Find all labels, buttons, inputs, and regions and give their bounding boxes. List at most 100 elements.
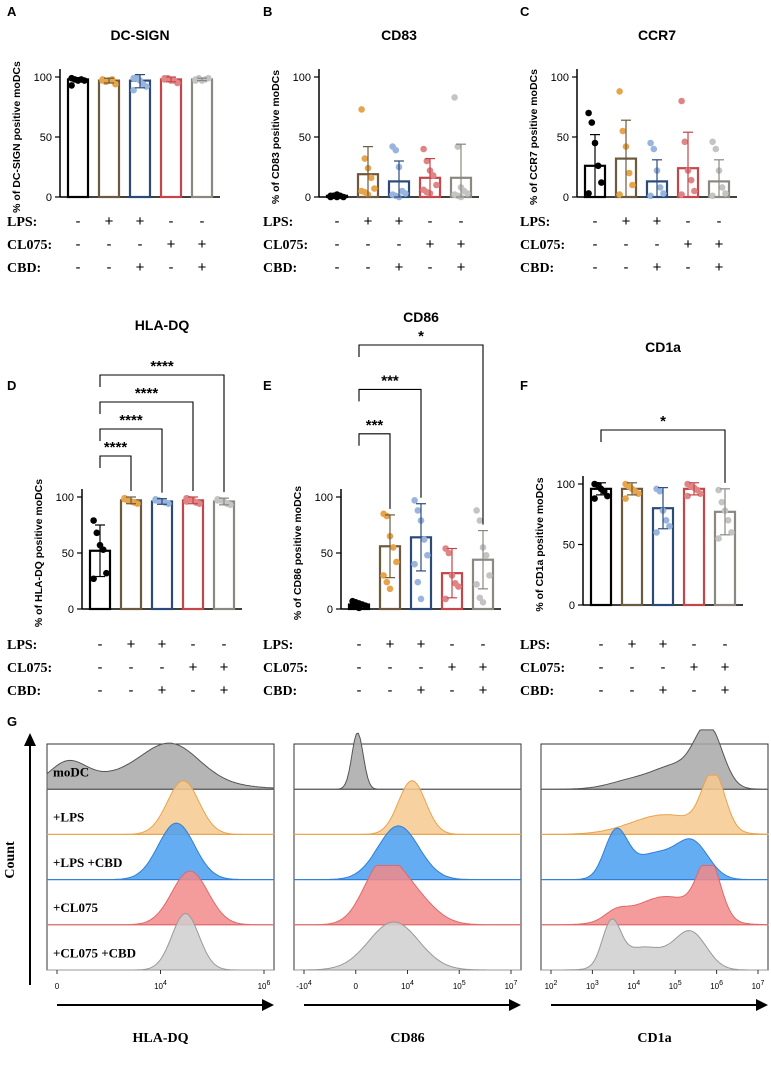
- bar-group-modc: [88, 517, 112, 611]
- row-label: +CL075 +CBD: [53, 945, 136, 960]
- condition-sign: -: [357, 659, 362, 676]
- condition-sign: +: [479, 659, 488, 676]
- data-point: [361, 155, 369, 162]
- data-point: [666, 523, 673, 530]
- bar-group-cl075: [418, 145, 442, 199]
- histogram-cd86: -104 0 104 105 107 CD86: [293, 732, 522, 1046]
- data-point: [588, 119, 596, 126]
- data-point: [433, 181, 440, 189]
- significance-label: ***: [381, 372, 399, 389]
- data-point: [411, 560, 418, 568]
- bar-group-cl075: [682, 480, 706, 607]
- data-point: [420, 536, 428, 543]
- x-tick-label: 107: [505, 980, 518, 991]
- condition-sign: -: [593, 213, 598, 230]
- x-tick-label: 0: [354, 982, 359, 991]
- histogram-curve: [541, 865, 769, 926]
- condition-sign: +: [659, 636, 668, 653]
- condition-sign: -: [717, 213, 722, 230]
- x-tick-exponent: 4: [636, 980, 640, 987]
- data-point: [103, 569, 110, 577]
- condition-sign: -: [686, 259, 691, 276]
- data-point: [134, 500, 141, 508]
- histogram-curve: [541, 774, 769, 835]
- condition-sign: +: [721, 682, 730, 699]
- significance-bracket: ****: [99, 439, 132, 491]
- bar-group-modc: [325, 191, 349, 201]
- x-tick-label: 105: [669, 980, 682, 991]
- data-point: [420, 145, 427, 153]
- bracket-line: [358, 388, 422, 498]
- condition-label-cl075: CL075:: [263, 238, 308, 253]
- bar-group-lps-cbd: [651, 485, 675, 607]
- bracket-line: [358, 433, 391, 509]
- condition-sign: -: [98, 659, 103, 676]
- data-point: [718, 184, 726, 191]
- bar: [66, 78, 90, 199]
- data-point: [678, 97, 685, 105]
- significance-bracket: ****: [99, 385, 194, 491]
- bar-group-cl075-cbd: [212, 495, 236, 611]
- histogram-cd1a: 102 103 104 105 106 107 CD1a: [540, 729, 769, 1046]
- data-point: [414, 507, 422, 514]
- panel-A: A DC-SIGN 0 50 100 % of DC-SIGN positive moDC…: [7, 4, 220, 276]
- condition-sign: +: [715, 259, 724, 276]
- condition-sign: +: [220, 659, 229, 676]
- data-point: [358, 106, 365, 113]
- y-tick-label: 0: [68, 604, 74, 616]
- condition-label-cbd: CBD:: [7, 261, 41, 276]
- bar: [150, 500, 174, 611]
- condition-sign: -: [661, 659, 666, 676]
- data-point: [728, 529, 735, 536]
- data-point: [715, 486, 722, 494]
- data-point: [174, 79, 181, 87]
- chart-title: CD83: [381, 27, 417, 43]
- condition-sign: +: [417, 682, 426, 699]
- data-point: [464, 190, 471, 197]
- condition-sign: -: [107, 259, 112, 276]
- condition-label-cl075: CL075:: [520, 238, 565, 253]
- condition-sign: -: [191, 636, 196, 653]
- y-axis-label: % of CCR7 positive moDCs: [528, 69, 540, 205]
- condition-sign: -: [129, 682, 134, 699]
- x-tick-exponent: 4: [308, 980, 312, 987]
- row-label: +LPS: [53, 810, 84, 825]
- condition-sign: -: [357, 636, 362, 653]
- condition-sign: +: [653, 259, 662, 276]
- chart-title: CD1a: [645, 339, 681, 355]
- significance-bracket: ****: [99, 358, 225, 493]
- y-tick-label: 0: [46, 192, 52, 204]
- condition-sign: -: [98, 636, 103, 653]
- data-point: [616, 191, 623, 198]
- histogram-panels: G Count 0 104 106 HLA-DQ -104 0 104 105 107 CD86 102…: [3, 714, 769, 1046]
- condition-sign: -: [692, 636, 697, 653]
- bar-group-cl075-cbd: [190, 74, 214, 199]
- bracket-line: [99, 428, 163, 493]
- panel-label: E: [263, 378, 272, 393]
- significance-label: ****: [119, 412, 143, 429]
- x-tick-label: 105: [453, 980, 466, 991]
- condition-sign: -: [599, 682, 604, 699]
- y-axis-label: % of DC-SIGN positive moDCs: [11, 61, 23, 213]
- bar: [190, 78, 214, 199]
- panel-label: B: [263, 4, 272, 19]
- marker-label: HLA-DQ: [133, 1031, 189, 1046]
- x-tick-label: 104: [154, 980, 167, 991]
- y-tick-label: 50: [557, 132, 569, 144]
- bar-group-cl075-cbd: [449, 94, 473, 201]
- condition-sign: +: [158, 636, 167, 653]
- bar-group-cl075-cbd: [471, 507, 495, 611]
- data-point: [455, 583, 462, 590]
- data-point: [616, 88, 623, 95]
- condition-sign: -: [630, 659, 635, 676]
- data-point: [392, 146, 400, 154]
- significance-bracket: *: [358, 328, 484, 525]
- condition-label-cbd: CBD:: [520, 684, 554, 699]
- data-point: [362, 602, 369, 609]
- x-arrow-head: [756, 999, 768, 1011]
- condition-sign: +: [189, 659, 198, 676]
- data-point: [678, 191, 685, 198]
- data-point: [473, 507, 480, 514]
